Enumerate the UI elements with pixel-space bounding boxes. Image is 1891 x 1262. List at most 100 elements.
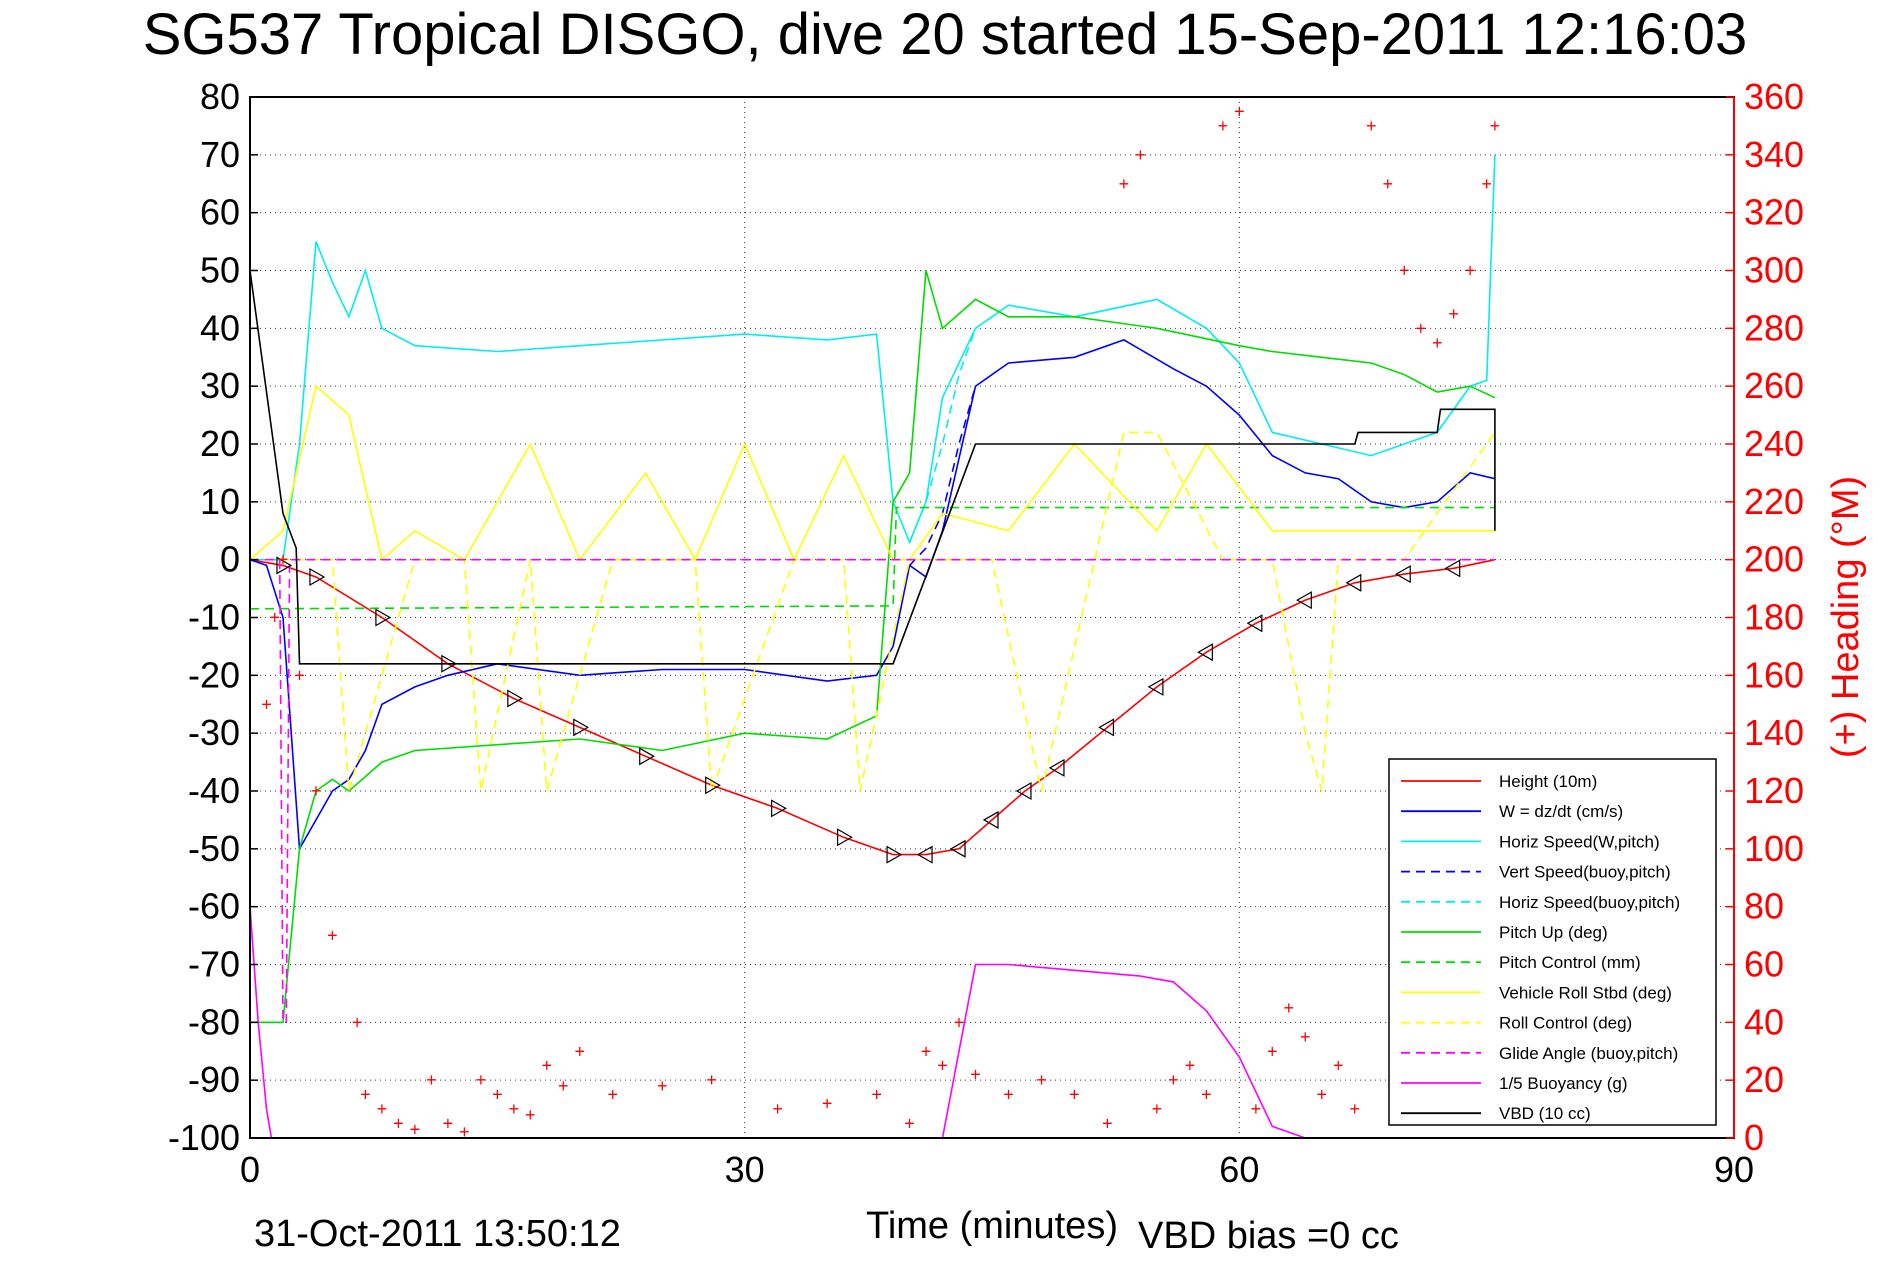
x-tick-label: 0	[240, 1149, 260, 1190]
height-marker	[573, 718, 589, 737]
y-tick-right-label: 340	[1744, 134, 1804, 175]
y-tick-left-label: 10	[200, 481, 240, 522]
series-pitch-up-deg	[250, 270, 1496, 1024]
x-tick-label: 90	[1714, 1149, 1754, 1190]
heading-marker: +	[1366, 116, 1377, 136]
y-tick-right-label: 60	[1744, 944, 1784, 985]
heading-marker: +	[1382, 174, 1393, 194]
height-marker	[441, 654, 458, 673]
height-marker	[1395, 565, 1411, 584]
footer-timestamp: 31-Oct-2011 13:50:12	[254, 1213, 621, 1255]
y-axis-right-label: (+) Heading (°M)	[1825, 476, 1867, 758]
legend-label-w-dz-dt-cm-s: W = dz/dt (cm/s)	[1499, 802, 1623, 821]
height-marker	[1048, 758, 1065, 777]
heading-marker: +	[1448, 304, 1459, 324]
y-tick-left-label: -60	[188, 886, 240, 927]
x-tick-label: 60	[1219, 1149, 1259, 1190]
height-marker	[375, 608, 392, 627]
y-tick-right-label: 140	[1744, 712, 1804, 753]
heading-marker: +	[1349, 1099, 1360, 1119]
series-layer	[249, 154, 1496, 1139]
footer-vbd-bias: VBD bias =0 cc	[1138, 1215, 1399, 1257]
heading-marker: +	[1119, 174, 1130, 194]
y-tick-left-label: 20	[200, 423, 240, 464]
y-tick-left-label: -80	[188, 1001, 240, 1042]
legend-label-horiz-speed-w-pitch: Horiz Speed(W,pitch)	[1499, 832, 1660, 851]
heading-marker: +	[970, 1064, 981, 1084]
legend-label-horiz-speed-buoy-pitch: Horiz Speed(buoy,pitch)	[1499, 893, 1680, 912]
heading-marker: +	[904, 1114, 915, 1134]
height-marker	[1246, 614, 1263, 633]
heading-marker: +	[1317, 1085, 1328, 1105]
heading-marker: +	[1333, 1056, 1344, 1076]
legend-label-roll-control-deg: Roll Control (deg)	[1499, 1014, 1632, 1033]
x-tick-label: 30	[725, 1149, 765, 1190]
legend-label-pitch-up-deg: Pitch Up (deg)	[1499, 923, 1608, 942]
y-tick-left-label: -30	[188, 712, 240, 753]
series-height-10m	[249, 558, 1496, 856]
heading-marker: +	[352, 1012, 363, 1032]
heading-marker: +	[657, 1076, 668, 1096]
y-tick-right-label: 120	[1744, 770, 1804, 811]
legend: Height (10m) W = dz/dt (cm/s) Horiz Speed(…	[1388, 758, 1717, 1126]
heading-marker: +	[1201, 1085, 1212, 1105]
heading-marker: +	[1267, 1041, 1278, 1061]
height-marker	[1444, 559, 1461, 578]
heading-marker: +	[1185, 1056, 1196, 1076]
heading-marker: +	[1399, 261, 1410, 281]
height-marker	[1015, 781, 1032, 801]
heading-marker: +	[1036, 1070, 1047, 1090]
series-glide-angle-buoy-pitch	[250, 558, 1495, 1024]
y-tick-right-label: 40	[1744, 1001, 1784, 1042]
heading-marker: +	[1102, 1114, 1113, 1134]
y-tick-right-label: 160	[1744, 654, 1804, 695]
heading-marker: +	[1218, 116, 1229, 136]
heading-marker: +	[822, 1093, 833, 1113]
height-marker	[1345, 573, 1362, 592]
y-tick-right-label: 300	[1744, 250, 1804, 291]
y-tick-right-label: 260	[1744, 365, 1804, 406]
heading-marker: +	[360, 1085, 371, 1105]
heading-marker: +	[542, 1056, 553, 1076]
heading-marker: +	[1251, 1099, 1262, 1119]
heading-marker: +	[558, 1076, 569, 1096]
heading-marker: +	[1234, 101, 1245, 121]
series-vert-speed-buoy-pitch	[909, 385, 977, 566]
height-marker	[507, 689, 524, 708]
height-marker	[1296, 591, 1312, 610]
y-tick-right-label: 0	[1744, 1117, 1764, 1158]
chart-title: SG537 Tropical DISGO, dive 20 started 15…	[143, 2, 1748, 67]
legend-label-vert-speed-buoy-pitch: Vert Speed(buoy,pitch)	[1499, 863, 1671, 882]
heading-marker: +	[294, 665, 305, 685]
series-1-5-buoyancy-g	[249, 906, 1306, 1139]
y-tick-left-label: -70	[188, 944, 240, 985]
heading-marker: +	[525, 1105, 536, 1125]
y-tick-left-label: 60	[200, 192, 240, 233]
heading-marker: +	[1069, 1085, 1080, 1105]
heading-marker: +	[377, 1099, 388, 1119]
legend-label-glide-angle-buoy-pitch: Glide Angle (buoy,pitch)	[1499, 1044, 1678, 1063]
height-marker	[886, 845, 903, 864]
heading-marker: +	[921, 1041, 932, 1061]
height-marker	[276, 556, 293, 575]
height-marker	[771, 799, 787, 818]
height-marker	[1098, 718, 1115, 737]
heading-marker: +	[1003, 1085, 1014, 1105]
heading-marker: +	[1415, 318, 1426, 338]
heading-marker: +	[426, 1070, 437, 1090]
series-roll-control-deg	[250, 431, 1496, 792]
y-tick-left-label: 80	[200, 76, 240, 117]
heading-marker: +	[261, 694, 272, 714]
y-tick-left-label: -90	[188, 1059, 240, 1100]
heading-marker: +	[772, 1099, 783, 1119]
heading-marker: +	[1168, 1070, 1179, 1090]
heading-marker: +	[327, 926, 338, 946]
heading-marker: +	[954, 1012, 965, 1032]
height-marker	[309, 567, 326, 587]
heading-marker: +	[410, 1119, 421, 1139]
x-axis-label: Time (minutes)	[866, 1205, 1118, 1247]
heading-marker: +	[575, 1041, 586, 1061]
y-tick-right-label: 100	[1744, 828, 1804, 869]
heading-marker: +	[1432, 333, 1443, 353]
